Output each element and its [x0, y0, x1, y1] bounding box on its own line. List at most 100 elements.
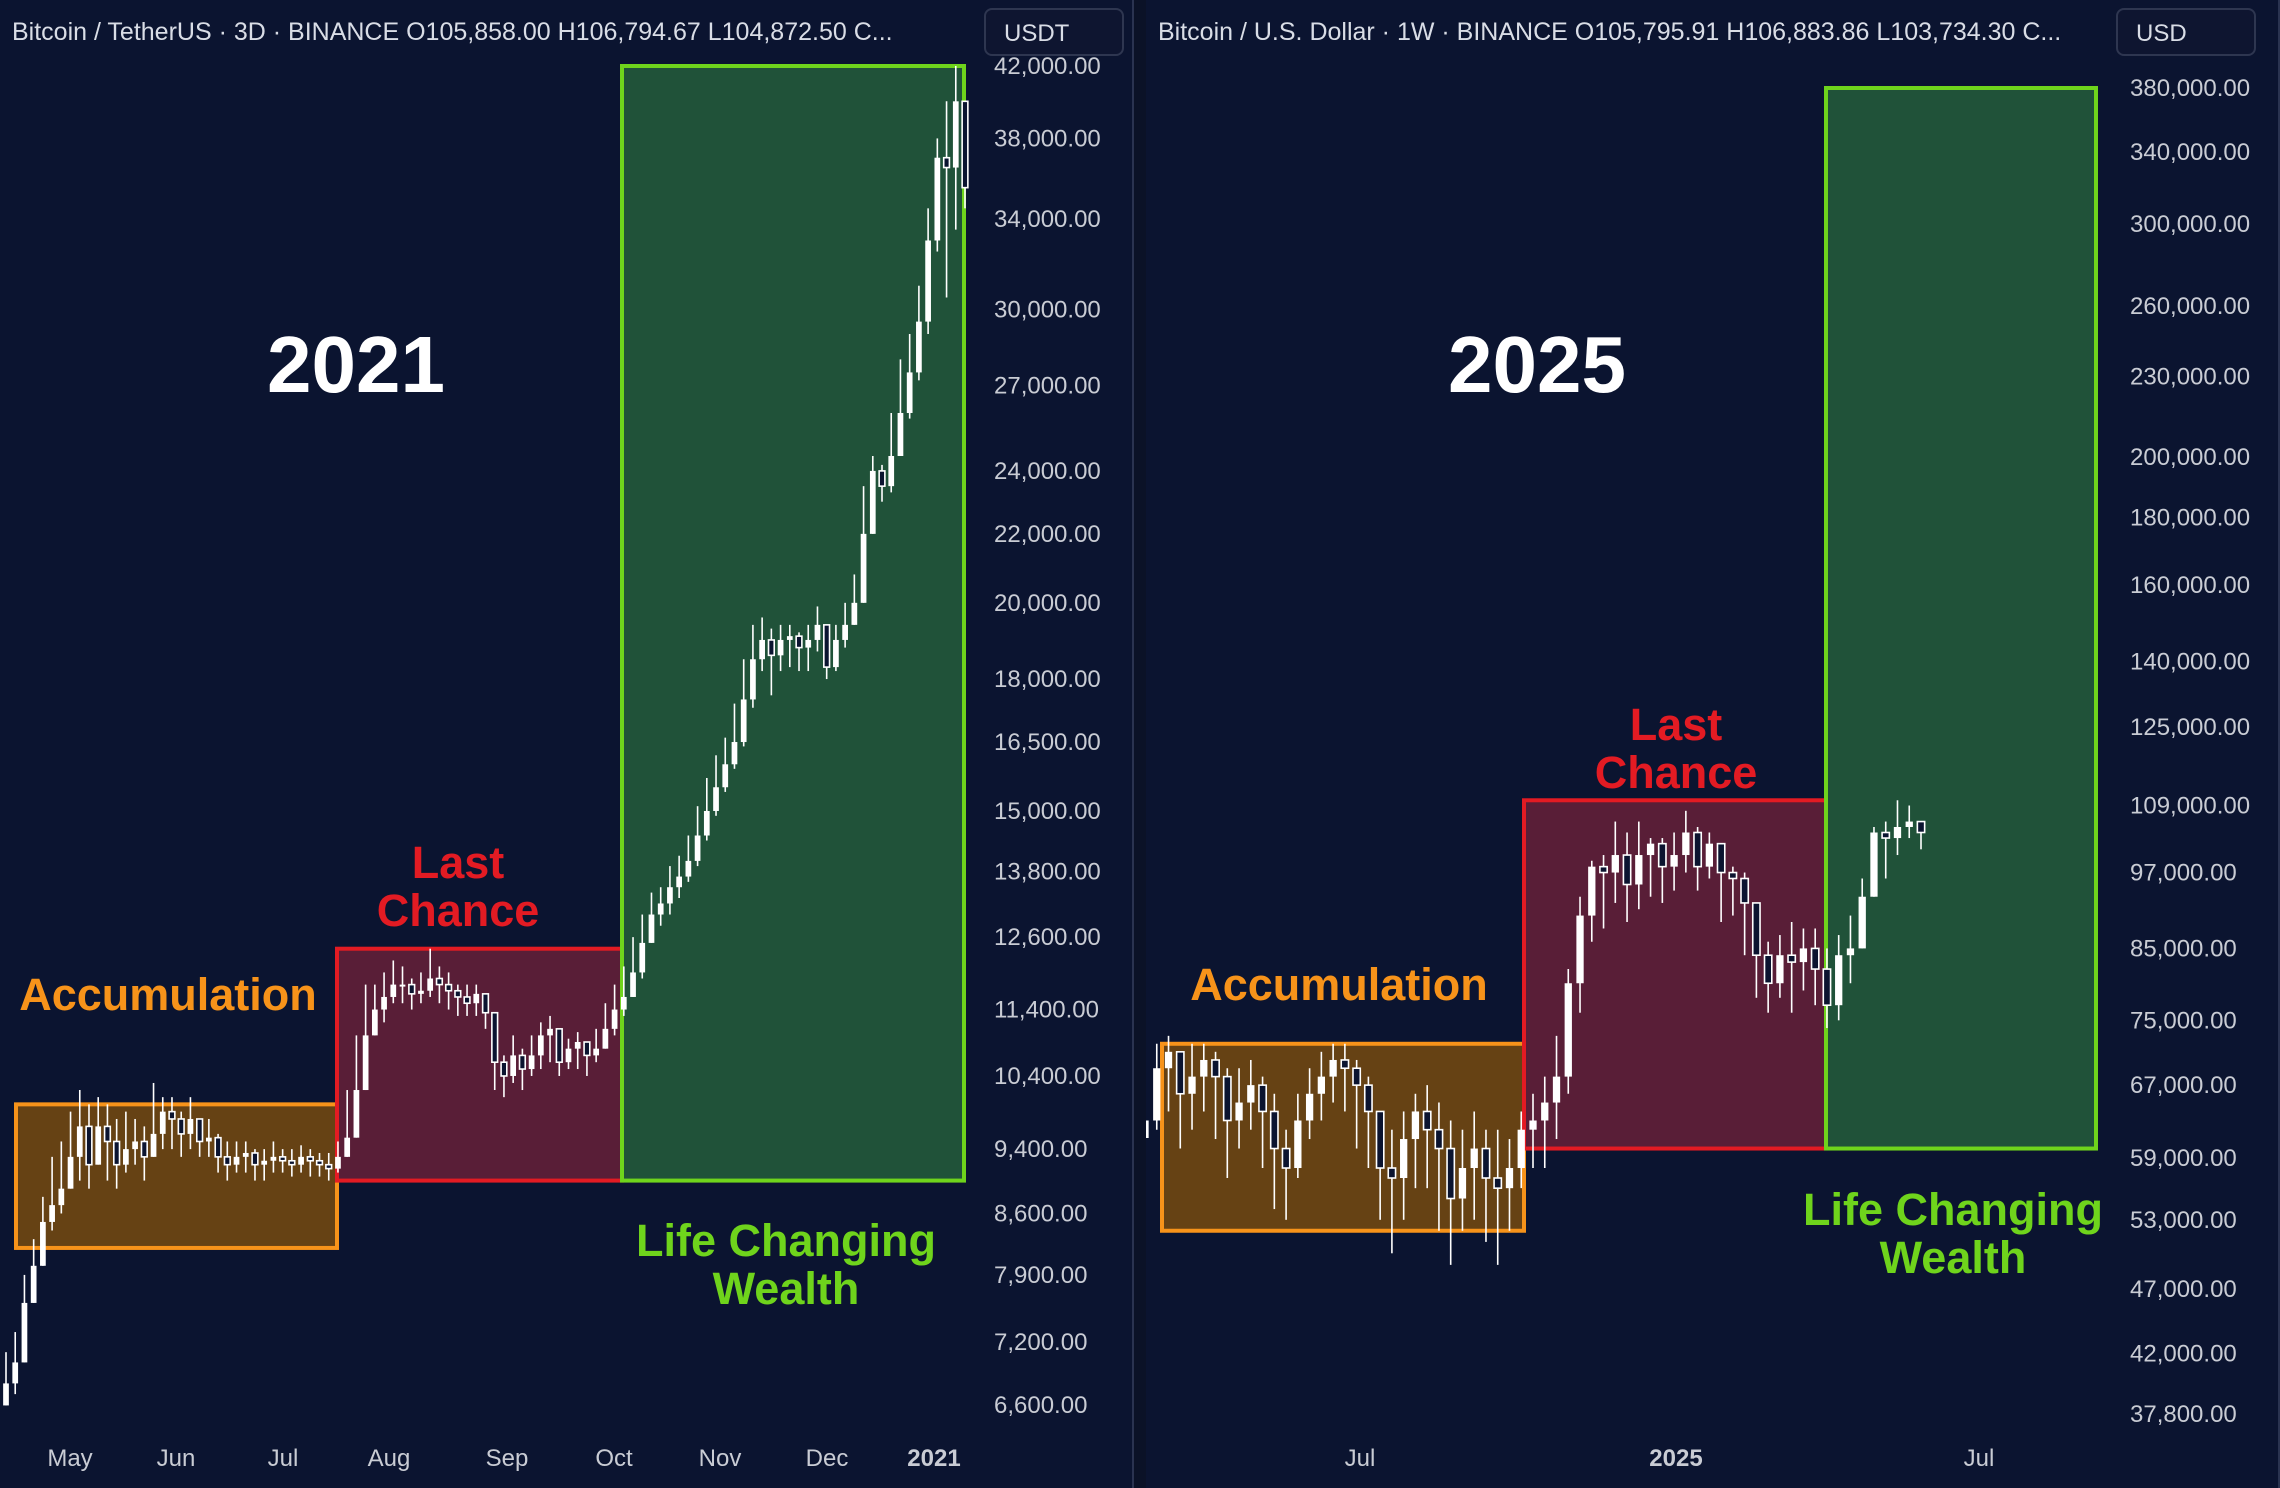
candle-body: [620, 996, 627, 1010]
y-axis-tick-label: 38,000.00: [994, 125, 1101, 152]
candle-body: [814, 624, 821, 640]
candle-body: [888, 455, 895, 487]
zone-label-life-changing-wealth: Life Changing Wealth: [1803, 1184, 2103, 1283]
candle-body: [639, 942, 646, 973]
x-axis-tick-label: Nov: [699, 1445, 742, 1472]
y-axis-tick-label: 75,000.00: [2130, 1007, 2237, 1034]
candle-body: [1787, 954, 1797, 963]
candle-body: [722, 764, 729, 788]
y-axis-tick-label: 42,000.00: [2130, 1340, 2237, 1367]
candle-body: [444, 983, 453, 992]
candle-body: [1305, 1093, 1314, 1121]
y-axis-tick-label: 230,000.00: [2130, 363, 2250, 390]
candle-body: [1222, 1075, 1232, 1122]
candle-body: [1541, 1102, 1549, 1121]
candle-body: [1588, 866, 1596, 916]
candle-body: [140, 1140, 148, 1158]
chart-pane-2021: Bitcoin / TetherUS · 3D · BINANCE O105,8…: [0, 0, 1134, 1488]
candle-body: [630, 972, 636, 997]
candle-body: [206, 1137, 212, 1142]
candle-body: [1693, 831, 1703, 868]
symbol-header-left: Bitcoin / TetherUS · 3D · BINANCE O105,8…: [12, 18, 893, 46]
candle-body: [583, 1041, 591, 1057]
candle-body: [1670, 855, 1678, 867]
currency-button-left[interactable]: USDT: [984, 8, 1124, 56]
y-axis-tick-label: 97,000.00: [2130, 860, 2237, 887]
currency-button-right[interactable]: USD: [2116, 8, 2256, 56]
candle-body: [1269, 1110, 1279, 1150]
candle-body: [1164, 1051, 1173, 1069]
candle-body: [223, 1156, 231, 1166]
y-axis-tick-label: 140,000.00: [2130, 649, 2250, 676]
year-title: 2025: [1448, 320, 1626, 409]
candle-body: [1716, 842, 1726, 874]
candle-body: [1481, 1147, 1491, 1179]
candle-body: [537, 1035, 544, 1056]
candle-body: [1835, 955, 1843, 1006]
candle-body: [648, 914, 655, 943]
candle-body: [593, 1048, 600, 1056]
candle-body: [463, 996, 471, 1005]
y-axis-tick-label: 53,000.00: [2130, 1207, 2237, 1234]
candle-body: [759, 639, 765, 660]
candle-body: [12, 1362, 19, 1384]
candle-body: [103, 1125, 112, 1143]
zone-box-accumulation: [14, 1102, 339, 1250]
candle-body: [408, 983, 416, 995]
candle-body: [1893, 827, 1902, 839]
y-axis-tick-label: 85,000.00: [2130, 935, 2237, 962]
candle-body: [1387, 1167, 1397, 1179]
y-axis-tick-label: 260,000.00: [2130, 293, 2250, 320]
candle-body: [1340, 1059, 1350, 1070]
candle-body: [242, 1152, 249, 1157]
candle-body: [1352, 1067, 1362, 1086]
x-axis-tick-label: Jul: [1345, 1445, 1376, 1472]
candle-body: [676, 876, 683, 888]
candle-body: [1470, 1148, 1478, 1169]
candle-body: [518, 1054, 527, 1070]
y-axis-tick-label: 125,000.00: [2130, 714, 2250, 741]
candle-body: [454, 989, 462, 998]
candle-body: [1247, 1085, 1255, 1103]
candle-body: [1822, 968, 1832, 1007]
candle-body: [481, 993, 490, 1014]
zone-label-life-changing-wealth: Life Changing Wealth: [636, 1215, 936, 1314]
candle-body: [1375, 1110, 1385, 1169]
candle-body: [1422, 1110, 1432, 1131]
candle-body: [1646, 843, 1655, 856]
candle-body: [1916, 820, 1926, 834]
candle-body: [869, 470, 876, 534]
candle-body: [823, 624, 831, 668]
candle-body: [195, 1118, 204, 1143]
candle-body: [214, 1136, 222, 1158]
candle-body: [1622, 854, 1632, 886]
candle-body: [795, 635, 803, 649]
candle-body: [85, 1125, 93, 1166]
y-axis-tick-label: 37,800.00: [2130, 1401, 2237, 1428]
candle-body: [961, 100, 969, 189]
candle-body: [1858, 896, 1866, 949]
zone-box-life-changing-wealth: [620, 64, 966, 1183]
candle-body: [851, 602, 858, 625]
y-axis-tick-label: 200,000.00: [2130, 444, 2250, 471]
candle-body: [833, 639, 839, 668]
candle-body: [703, 810, 710, 836]
candle-body: [427, 978, 434, 991]
y-axis-tick-label: 13,800.00: [994, 858, 1101, 885]
candle-body: [925, 240, 931, 322]
candle-body: [1317, 1076, 1326, 1094]
candle-body: [878, 470, 886, 487]
candle-body: [952, 101, 959, 168]
candle-body: [261, 1160, 268, 1165]
candle-body: [288, 1159, 296, 1166]
candle-body: [1552, 1076, 1561, 1103]
candle-body: [1751, 902, 1761, 957]
candle-body: [1905, 821, 1913, 828]
candle-body: [335, 1156, 341, 1169]
candle-body: [1329, 1059, 1337, 1077]
candle-body: [897, 412, 904, 456]
y-axis-tick-label: 67,000.00: [2130, 1072, 2237, 1099]
y-axis-tick-label: 8,600.00: [994, 1200, 1087, 1227]
candle-body: [602, 1028, 609, 1049]
candle-body: [278, 1156, 287, 1162]
